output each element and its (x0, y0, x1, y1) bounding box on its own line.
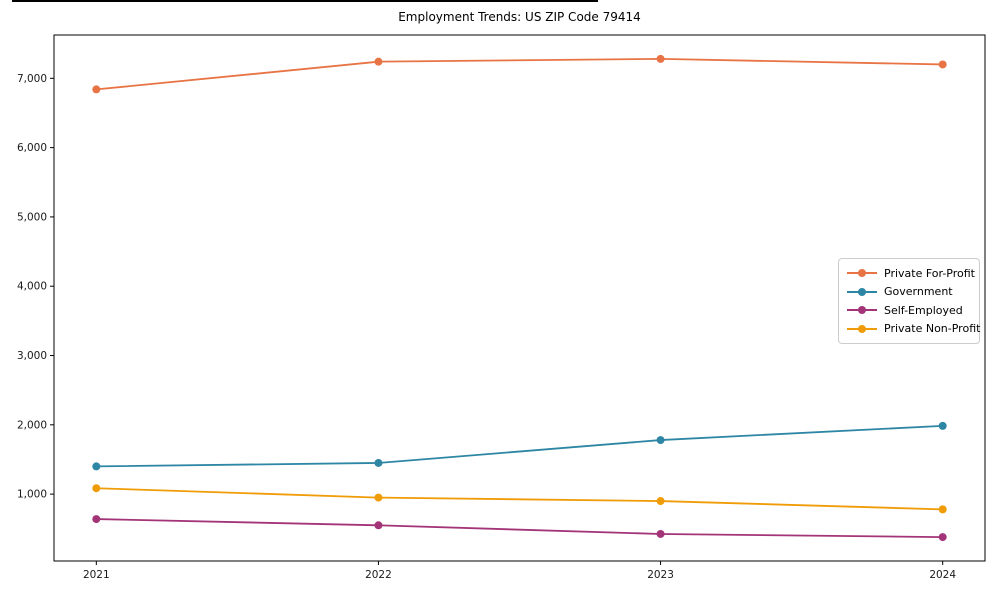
legend: Private For-Profit Government Self-Emplo… (838, 258, 980, 344)
svg-text:7,000: 7,000 (17, 73, 47, 85)
line-marker-icon (847, 305, 877, 315)
legend-label: Private For-Profit (884, 266, 975, 280)
line-marker-icon (847, 324, 877, 334)
svg-text:3,000: 3,000 (17, 350, 47, 362)
svg-text:2,000: 2,000 (17, 419, 47, 431)
svg-text:5,000: 5,000 (17, 211, 47, 223)
svg-text:6,000: 6,000 (17, 142, 47, 154)
chart-title: Employment Trends: US ZIP Code 79414 (398, 10, 641, 24)
legend-item-government: Government (847, 283, 971, 302)
svg-text:2023: 2023 (647, 569, 674, 581)
svg-text:2021: 2021 (83, 569, 110, 581)
legend-label: Government (884, 285, 953, 299)
window-top-edge (12, 0, 598, 2)
legend-item-self-employed: Self-Employed (847, 301, 971, 320)
line-marker-icon (847, 287, 877, 297)
svg-text:2022: 2022 (365, 569, 392, 581)
legend-label: Self-Employed (884, 303, 963, 317)
svg-text:2024: 2024 (929, 569, 956, 581)
legend-item-private-for-profit: Private For-Profit (847, 264, 975, 283)
legend-item-private-non-profit: Private Non-Profit (847, 320, 980, 339)
line-marker-icon (847, 268, 877, 278)
svg-text:4,000: 4,000 (17, 281, 47, 293)
svg-text:1,000: 1,000 (17, 489, 47, 501)
legend-label: Private Non-Profit (884, 322, 981, 336)
